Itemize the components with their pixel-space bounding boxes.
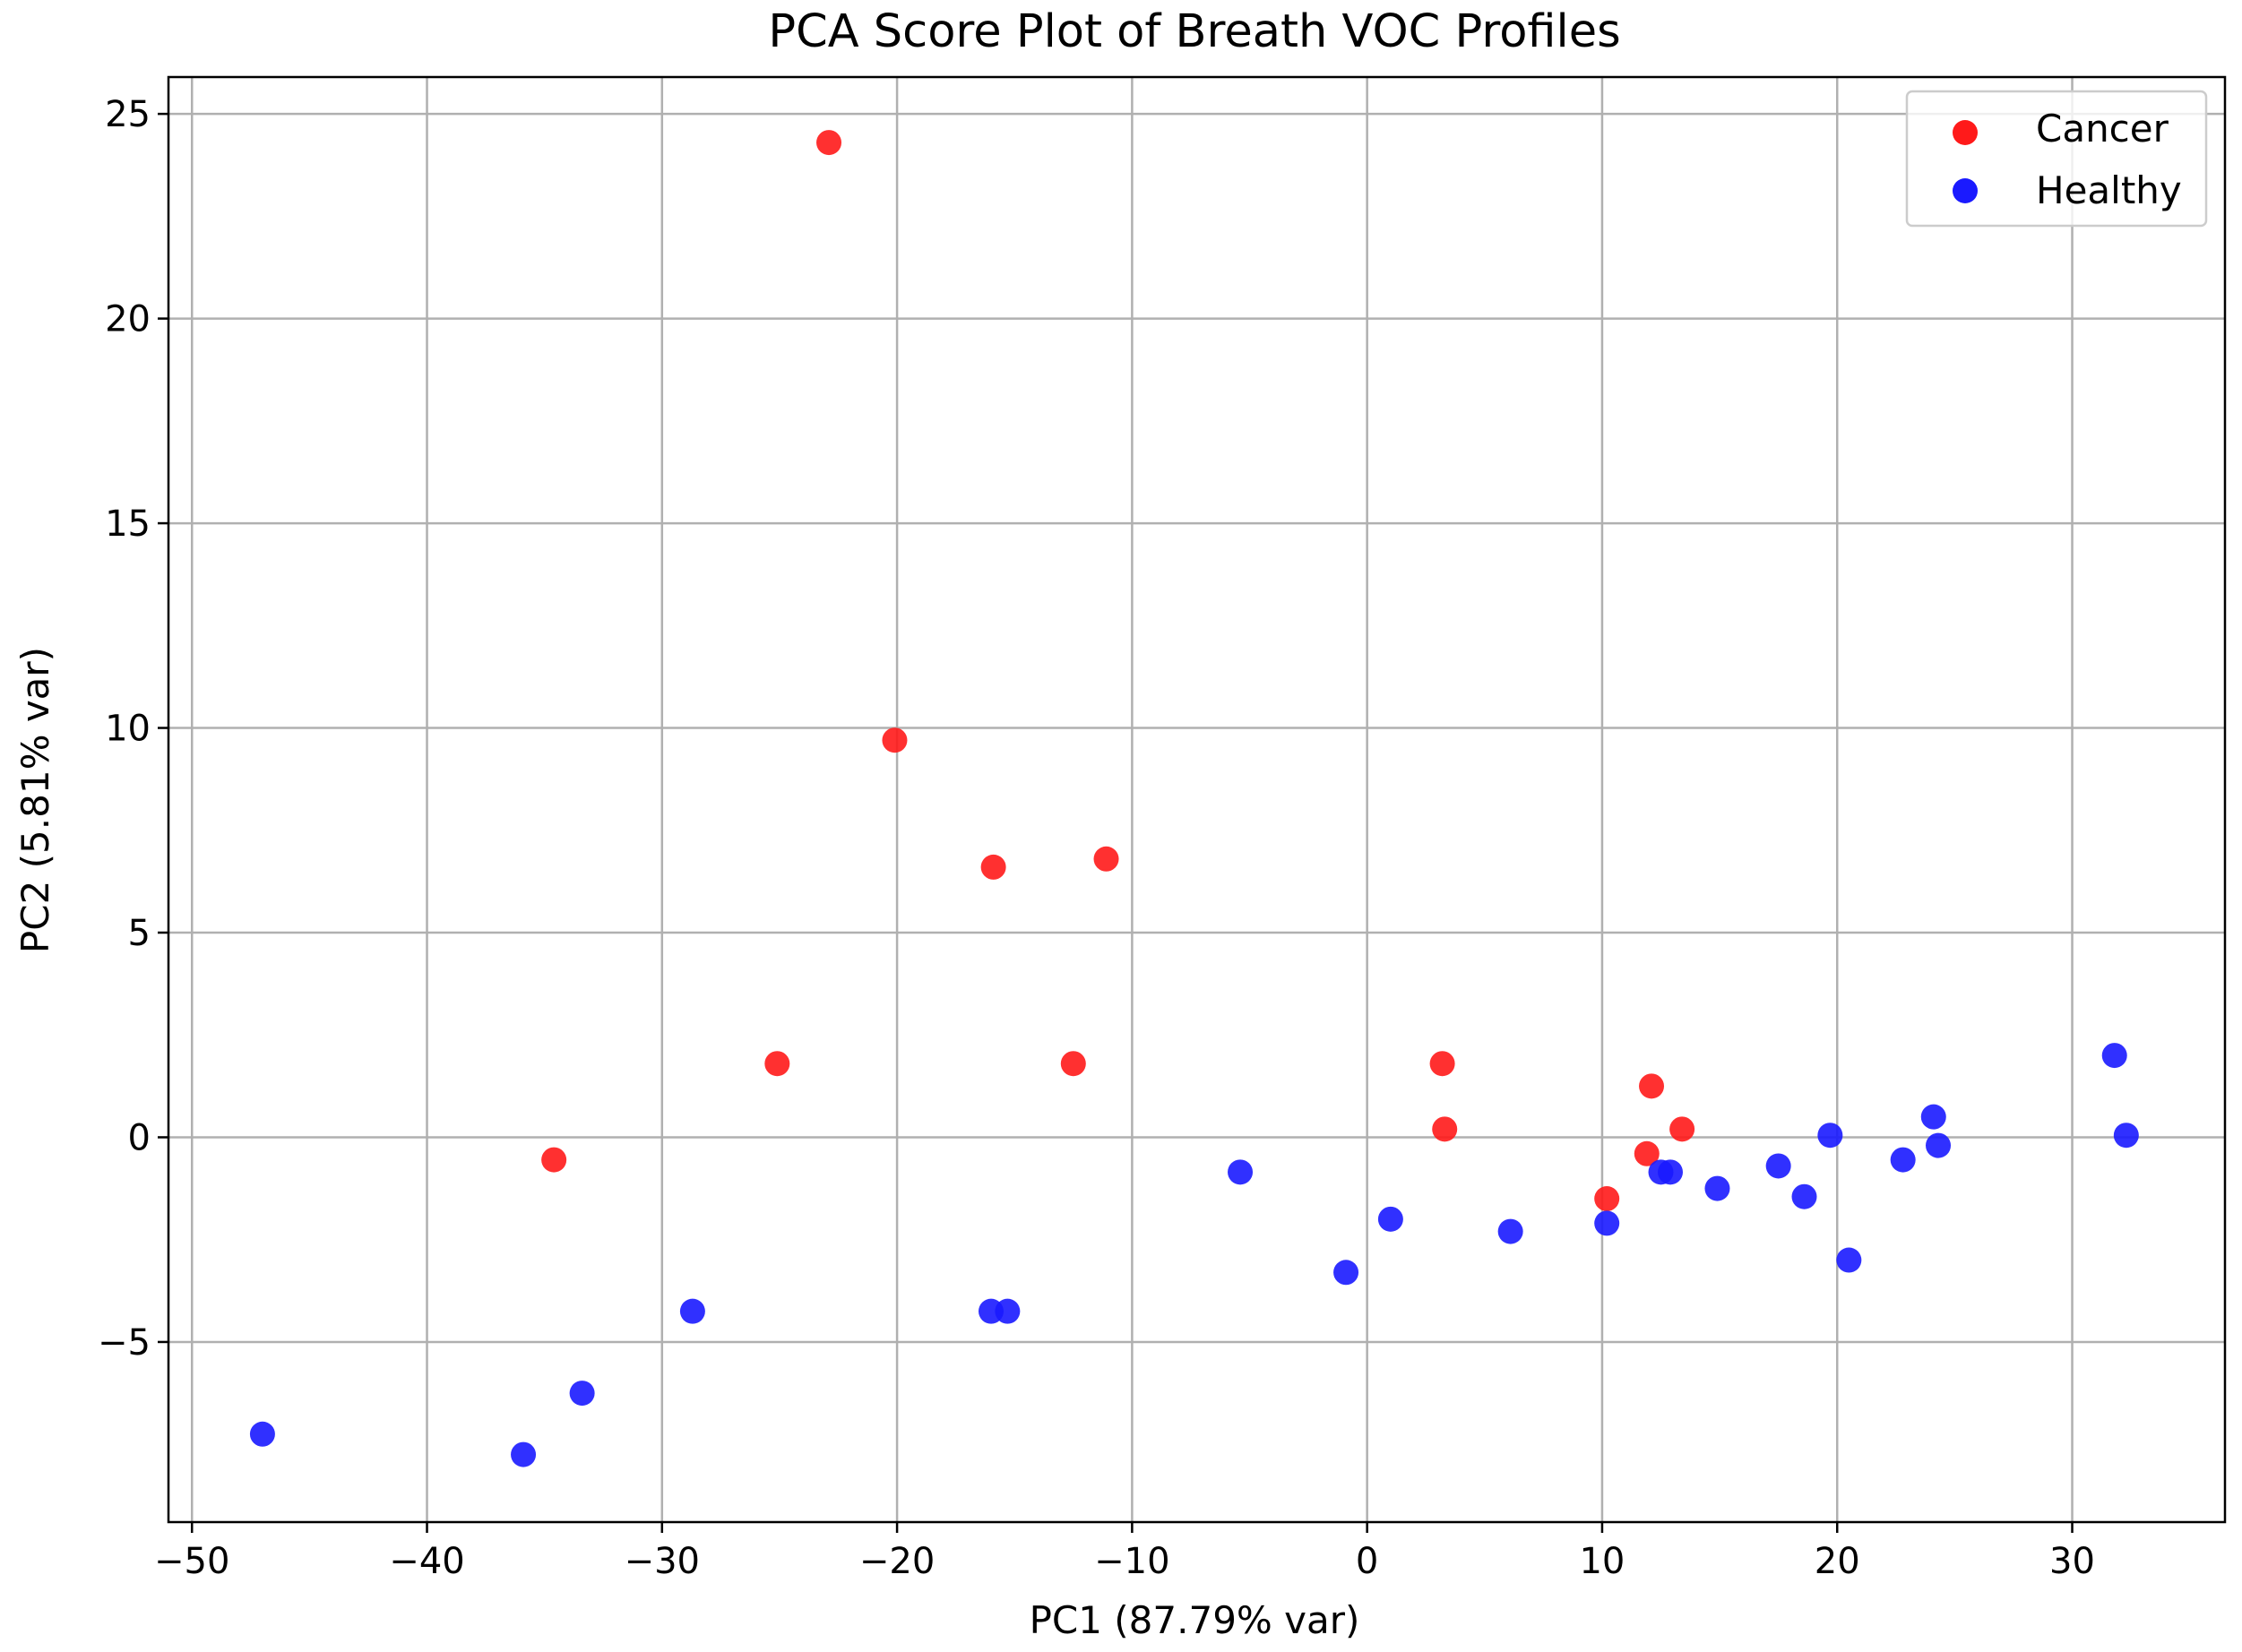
point-cancer [1669,1116,1695,1142]
legend: Cancer Healthy [1905,90,2208,228]
point-cancer [1429,1051,1455,1077]
x-tick-label: 20 [1815,1541,1860,1582]
point-cancer [1639,1073,1665,1099]
x-tick-label: 10 [1579,1541,1625,1582]
point-healthy [2113,1123,2139,1149]
point-healthy [1920,1104,1946,1130]
point-cancer [1594,1186,1620,1212]
point-cancer [816,130,842,156]
plot-frame [167,75,2227,1524]
point-cancer [1634,1140,1660,1166]
point-healthy [1926,1132,1952,1158]
point-healthy [1497,1218,1523,1244]
point-cancer [980,854,1006,880]
legend-marker-cancer [1953,120,1978,145]
x-tick-label: 30 [2049,1541,2095,1582]
y-tick-label: 25 [105,94,151,135]
point-healthy [1658,1159,1684,1185]
y-tick-label: 15 [105,503,151,545]
x-tick-label: 0 [1356,1541,1378,1582]
point-healthy [2101,1043,2127,1069]
point-healthy [1791,1183,1817,1209]
y-tick-label: 20 [105,299,151,340]
y-tick-label: −5 [98,1322,151,1364]
y-tick-label: 5 [128,913,151,954]
point-cancer [882,727,908,753]
point-healthy [569,1381,595,1407]
x-tick-label: −30 [625,1541,700,1582]
point-cancer [1432,1116,1458,1142]
y-tick-label: 0 [128,1117,151,1158]
point-cancer [764,1051,790,1077]
legend-box [1905,90,2208,228]
legend-label-cancer: Cancer [2036,107,2169,151]
point-healthy [1765,1153,1791,1179]
point-cancer [541,1147,567,1173]
legend-label-healthy: Healthy [2036,168,2182,212]
point-healthy [1377,1206,1403,1232]
point-healthy [511,1441,537,1467]
chart-title: PCA Score Plot of Breath VOC Profiles [768,5,1620,58]
data-points [249,130,2139,1467]
x-tick-label: −10 [1094,1541,1169,1582]
point-healthy [249,1421,275,1447]
point-healthy [1333,1260,1359,1286]
y-axis-label: PC2 (5.81% var) [13,647,57,953]
grid [168,77,2225,1522]
point-healthy [679,1298,705,1324]
x-axis-label: PC1 (87.79% var) [1030,1598,1360,1642]
y-tick-label: 10 [105,709,151,750]
point-cancer [1093,846,1119,872]
point-healthy [995,1298,1021,1324]
point-healthy [1817,1123,1843,1149]
x-tick-label: −40 [389,1541,464,1582]
point-healthy [1594,1210,1620,1236]
point-healthy [1228,1159,1254,1185]
point-healthy [1704,1175,1730,1201]
point-healthy [1836,1247,1862,1273]
point-healthy [1890,1147,1916,1173]
x-tick-label: −50 [154,1541,229,1582]
x-tick-label: −20 [859,1541,935,1582]
point-cancer [1060,1051,1086,1077]
legend-marker-healthy [1953,178,1978,203]
